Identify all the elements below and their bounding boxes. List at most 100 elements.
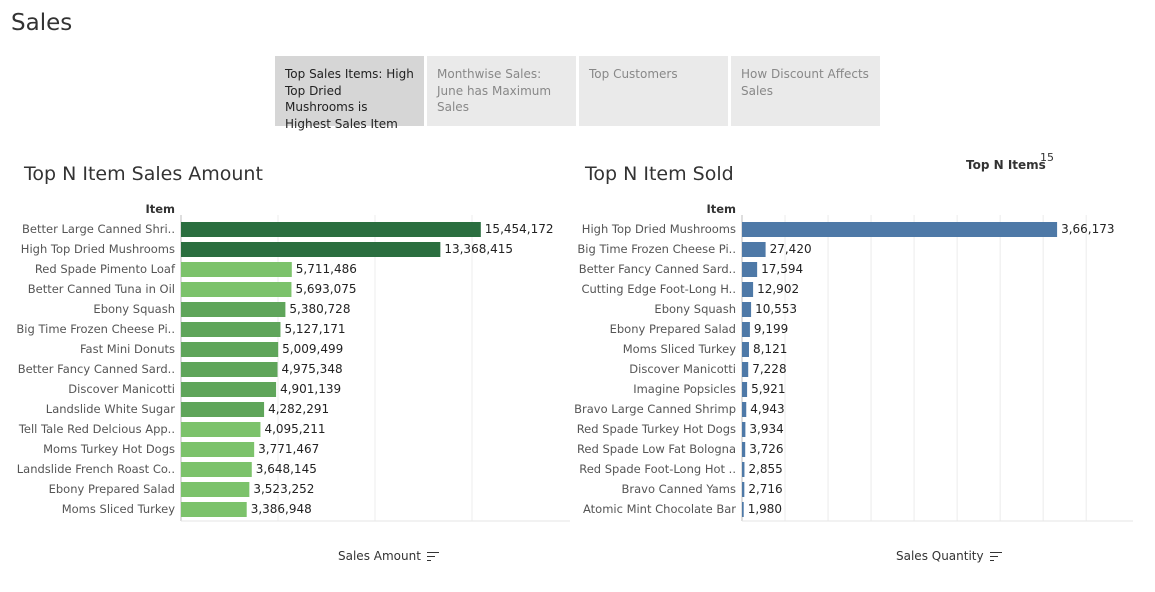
category-label: Bravo Large Canned Shrimp [574,402,736,416]
sort-icon[interactable] [989,551,1002,562]
bar [181,342,279,357]
category-label: Red Spade Turkey Hot Dogs [577,422,736,436]
bar [742,442,746,457]
category-label: Moms Turkey Hot Dogs [43,442,175,456]
bar [181,502,247,517]
value-label: 3,771,467 [258,442,319,456]
bar [742,502,744,517]
value-label: 4,095,211 [264,422,325,436]
sales-amount-chart: Item Better Large Canned Shri.. 15,454,172… [16,202,1133,522]
category-label: Better Fancy Canned Sard.. [579,262,736,276]
value-label: 3,726 [749,442,783,456]
value-label: 4,975,348 [282,362,343,376]
bar [181,262,292,277]
bar [181,222,481,237]
value-label: 15,454,172 [485,222,554,236]
bar [742,362,749,377]
category-label: Discover Manicotti [68,382,175,396]
value-label: 12,902 [757,282,799,296]
category-label: Discover Manicotti [629,362,736,376]
category-label: Bravo Canned Yams [621,482,736,496]
category-label: Ebony Prepared Salad [610,322,736,336]
bar [742,342,749,357]
category-label: Better Fancy Canned Sard.. [18,362,175,376]
category-label: Cutting Edge Foot-Long H.. [581,282,736,296]
category-label: High Top Dried Mushrooms [21,242,175,256]
category-label: Fast Mini Donuts [80,342,175,356]
value-label: 4,943 [750,402,784,416]
value-label: 4,282,291 [268,402,329,416]
category-label: Better Canned Tuna in Oil [28,282,175,296]
value-label: 2,855 [748,462,782,476]
bar [181,382,277,397]
category-label: Better Large Canned Shri.. [22,222,175,236]
value-label: 1,980 [748,502,782,516]
value-label: 5,380,728 [289,302,350,316]
value-label: 3,66,173 [1061,222,1114,236]
sales-amount-chart-title: Top N Item Sales Amount [24,163,263,185]
bar [181,282,292,297]
sales-quantity-axis-title[interactable]: Sales Quantity [896,549,1002,563]
category-label: Imagine Popsicles [633,382,736,396]
bar [742,322,750,337]
category-label: Ebony Prepared Salad [49,482,175,496]
category-label: Ebony Squash [93,302,175,316]
tab-top-sales-items[interactable]: Top Sales Items: High Top Dried Mushroom… [275,56,424,131]
value-label: 5,711,486 [296,262,357,276]
category-label: Red Spade Foot-Long Hot .. [579,462,736,476]
category-label: Red Spade Pimento Loaf [35,262,176,276]
value-label: 27,420 [770,242,812,256]
bar [181,402,265,417]
bar [181,322,281,337]
value-label: 17,594 [761,262,803,276]
bar [742,382,748,397]
value-label: 2,716 [748,482,782,496]
bar [742,262,758,277]
bar [181,482,250,497]
bar [742,282,754,297]
bar [742,462,745,477]
category-label: Ebony Squash [654,302,736,316]
sort-icon[interactable] [426,551,439,562]
value-label: 5,693,075 [295,282,356,296]
value-label: 9,199 [754,322,788,336]
sales-amount-axis-title[interactable]: Sales Amount [338,549,439,563]
sales-amount-axis-label: Sales Amount [338,549,421,563]
bar [742,242,766,257]
tab-discount-sales[interactable]: How Discount Affects Sales [731,56,880,126]
sales-quantity-axis-label: Sales Quantity [896,549,984,563]
value-label: 13,368,415 [444,242,513,256]
category-header: Item [706,202,736,216]
category-label: Landslide White Sugar [46,402,175,416]
items-sold-chart-title: Top N Item Sold [585,163,734,185]
bar [742,302,752,317]
tab-top-customers[interactable]: Top Customers [579,56,728,126]
category-label: Big Time Frozen Cheese Pi.. [577,242,736,256]
category-label: Big Time Frozen Cheese Pi.. [16,322,175,336]
tab-monthwise-sales[interactable]: Monthwise Sales: June has Maximum Sales [427,56,576,126]
category-label: Tell Tale Red Delcious App.. [18,422,175,436]
bar [742,402,747,417]
bar [181,442,255,457]
category-label: Moms Sliced Turkey [623,342,736,356]
category-label: Red Spade Low Fat Bologna [577,442,736,456]
value-label: 5,921 [751,382,785,396]
value-label: 3,386,948 [251,502,312,516]
value-label: 5,009,499 [282,342,343,356]
bar [181,242,441,257]
category-label: High Top Dried Mushrooms [582,222,736,236]
bar [181,462,252,477]
category-header: Item [145,202,175,216]
category-label: Moms Sliced Turkey [62,502,175,516]
value-label: 3,934 [749,422,783,436]
category-label: Landslide French Roast Co.. [17,462,175,476]
top-n-parameter-value[interactable]: 15 [1040,151,1054,164]
value-label: 4,901,139 [280,382,341,396]
top-n-parameter-label: Top N Items [966,158,1046,172]
bar [742,482,745,497]
value-label: 3,648,145 [256,462,317,476]
value-label: 5,127,171 [284,322,345,336]
page-title: Sales [11,10,73,36]
value-label: 10,553 [755,302,797,316]
category-label: Atomic Mint Chocolate Bar [583,502,736,516]
